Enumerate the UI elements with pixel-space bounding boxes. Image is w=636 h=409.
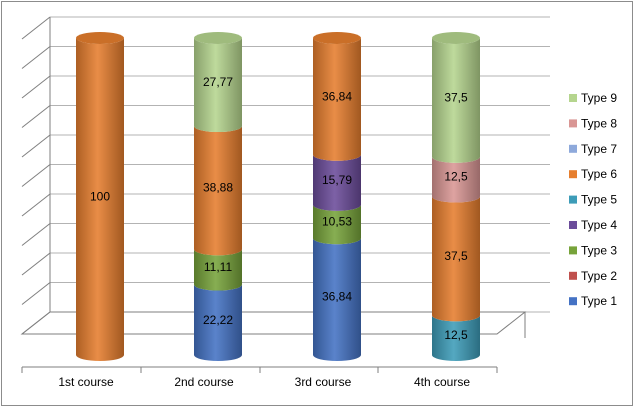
legend-swatch [569,94,577,102]
bar-segment-type-8 [432,156,480,203]
legend-label: Type 6 [581,167,617,181]
data-label: 22,22 [203,313,233,327]
data-label: 37,5 [444,249,468,263]
legend-swatch [569,271,577,280]
bar-segment-type-5 [432,315,480,361]
data-label: 15,79 [322,173,352,187]
bar-segment-type-6 [194,126,243,256]
category-axis: 1st course 2nd course 3rd course 4th course [21,366,498,389]
bar-top-cap [313,32,361,44]
data-label: 36,84 [322,89,352,103]
legend-swatch [569,195,577,204]
legend-label: Type 3 [581,243,617,257]
gridline-depth [21,134,51,158]
bar-segment-type-4 [313,154,361,211]
gridline-depth [21,164,51,187]
bar-segment-type-3 [194,249,243,291]
legend-label: Type 1 [581,294,617,308]
bar-segment-type-6 [432,196,480,322]
legend-label: Type 8 [581,116,617,130]
category-label: 2nd course [174,375,234,389]
legend-swatch [569,221,577,229]
data-label: 37,5 [444,90,468,104]
legend-swatch [569,297,577,306]
legend-label: Type 7 [581,142,617,156]
category-label: 3rd course [295,375,352,389]
legend-label: Type 5 [581,193,617,207]
gridline-depth [21,223,51,246]
category-label: 4th course [414,375,470,389]
gridline-depth [21,193,51,217]
gridline-depth [21,252,51,276]
legend-label: Type 4 [581,218,617,232]
bar-segment-type-9 [432,38,480,163]
bar-segment-type-9 [194,38,243,133]
bar-segment-type-1 [313,238,361,361]
data-label: 10,53 [322,215,352,229]
legend-swatch [569,246,577,255]
data-label: 11,11 [204,260,233,274]
gridline-depth [21,75,51,99]
legend-swatch [569,144,577,153]
legend: Type 9 Type 8 Type 7 Type 6 Type 5 Type 4 Type… [569,91,617,308]
category-label: 1st course [58,375,114,389]
bar-top-cap [194,32,242,44]
bar-top-cap [76,32,124,44]
legend-swatch [569,170,577,179]
gridline-depth [21,46,51,69]
data-label: 36,84 [322,290,352,304]
bar-segment-type-6 [76,38,124,361]
gridline-depth [21,16,51,40]
bar-segment-type-6 [313,38,361,161]
legend-swatch [569,119,577,128]
data-labels: 100 22,22 11,11 38,88 27,77 36,84 10,53 15,79 36… [90,75,468,342]
data-label: 27,77 [203,75,233,89]
gridline-depth [21,282,51,305]
bar-segment-type-3 [313,204,361,245]
data-label: 100 [90,190,110,204]
gridline-depth [21,105,51,128]
bar-top-cap [432,32,480,44]
data-label: 12,5 [444,328,468,342]
data-label: 38,88 [203,181,233,195]
legend-label: Type 2 [581,269,617,283]
bar-segment-type-1 [194,284,242,361]
legend-label: Type 9 [581,91,617,105]
floor [20,311,527,335]
bars [76,32,480,361]
data-label: 12,5 [444,170,468,184]
